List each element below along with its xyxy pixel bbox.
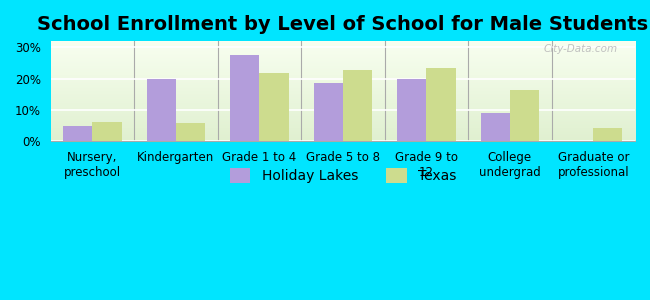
Bar [230,55,259,141]
Bar [593,128,623,141]
Text: City-Data.com: City-Data.com [543,44,618,54]
Bar [480,113,510,141]
Title: School Enrollment by Level of School for Male Students: School Enrollment by Level of School for… [37,15,649,34]
Bar [147,80,176,141]
Bar [259,73,289,141]
Legend: Holiday Lakes, Texas: Holiday Lakes, Texas [224,163,462,189]
Bar [92,122,122,141]
Bar [426,68,456,141]
Bar [314,83,343,141]
Bar [176,123,205,141]
Bar [510,90,539,141]
Bar [397,79,426,141]
Bar [343,70,372,141]
Bar [63,126,92,141]
